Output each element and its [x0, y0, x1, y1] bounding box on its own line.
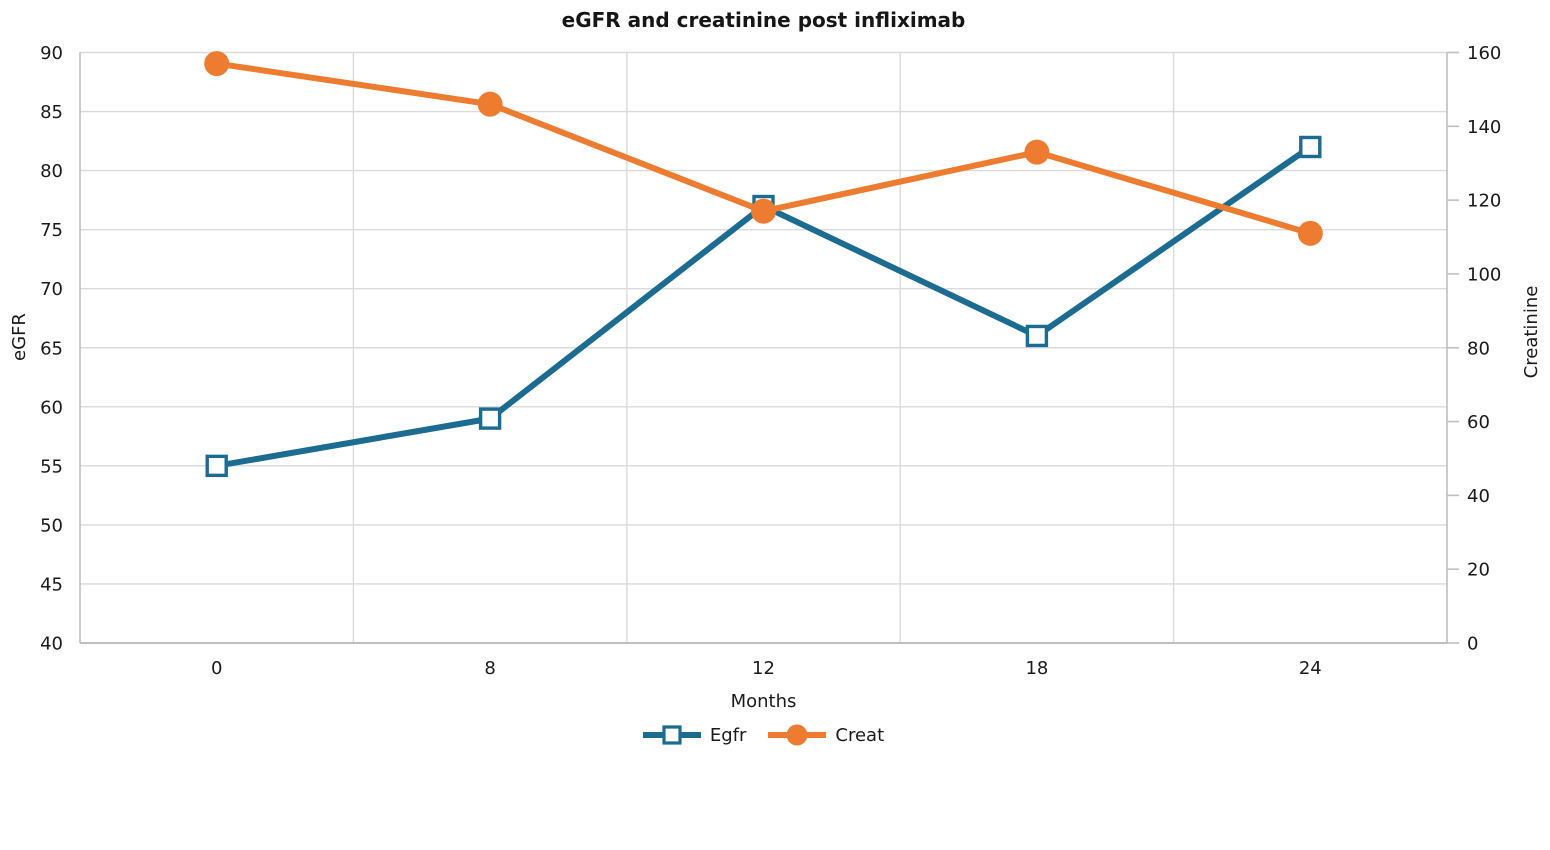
- data-point-creat: [751, 198, 776, 224]
- x-axis-title: Months: [730, 691, 797, 712]
- y-right-tick-label: 160: [1467, 43, 1501, 64]
- y-left-tick-label: 75: [40, 220, 63, 241]
- y-left-tick-label: 60: [40, 397, 63, 418]
- y-axis-title-left: eGFR: [9, 313, 30, 361]
- data-point-egfr: [205, 454, 228, 478]
- y-left-tick-label: 45: [40, 574, 63, 595]
- y-left-tick-label: 80: [40, 161, 63, 182]
- x-tick-label: 8: [484, 658, 495, 679]
- y-axis-title-right: Creatinine: [1521, 285, 1542, 379]
- y-left-tick-label: 55: [40, 456, 63, 477]
- x-tick-label: 18: [1025, 658, 1048, 679]
- data-point-egfr: [1025, 324, 1049, 348]
- legend-item-egfr: Egfr: [642, 721, 747, 749]
- x-tick-label: 12: [752, 658, 775, 679]
- y-right-tick-label: 40: [1467, 486, 1490, 507]
- legend-item-creat: Creat: [768, 721, 884, 749]
- chart-title: eGFR and creatinine post infliximab: [561, 8, 966, 32]
- legend-marker-filled-circle-icon: [768, 724, 827, 746]
- data-point-creat: [477, 91, 503, 117]
- x-tick-label: 0: [211, 658, 222, 679]
- y-right-tick-label: 60: [1467, 412, 1490, 433]
- y-left-tick-label: 85: [40, 102, 63, 123]
- data-point-creat: [1024, 139, 1050, 165]
- data-point-creat: [204, 51, 230, 77]
- y-left-tick-label: 65: [40, 338, 63, 359]
- y-left-tick-label: 40: [40, 634, 63, 655]
- chart-legend: Egfr Creat: [80, 721, 1447, 749]
- y-right-tick-label: 100: [1467, 264, 1501, 285]
- legend-marker-open-square-icon: [642, 725, 701, 745]
- y-left-tick-label: 70: [40, 279, 63, 300]
- y-left-tick-label: 50: [40, 515, 63, 536]
- y-right-tick-label: 80: [1467, 338, 1490, 359]
- y-right-tick-label: 0: [1467, 634, 1478, 655]
- data-point-egfr: [478, 407, 502, 430]
- y-right-tick-label: 20: [1467, 560, 1490, 581]
- series-line-egfr: [216, 144, 1313, 469]
- y-left-tick-label: 90: [40, 43, 63, 64]
- y-right-tick-label: 140: [1467, 117, 1501, 138]
- data-point-egfr: [1299, 135, 1322, 159]
- y-right-tick-label: 120: [1467, 191, 1501, 212]
- x-tick-label: 24: [1299, 658, 1322, 679]
- data-point-creat: [1297, 220, 1323, 246]
- line-chart-plot-area: 0204060801001201401604045505560657075808…: [40, 43, 1501, 679]
- legend-label: Egfr: [709, 724, 747, 746]
- legend-label: Creat: [835, 724, 885, 746]
